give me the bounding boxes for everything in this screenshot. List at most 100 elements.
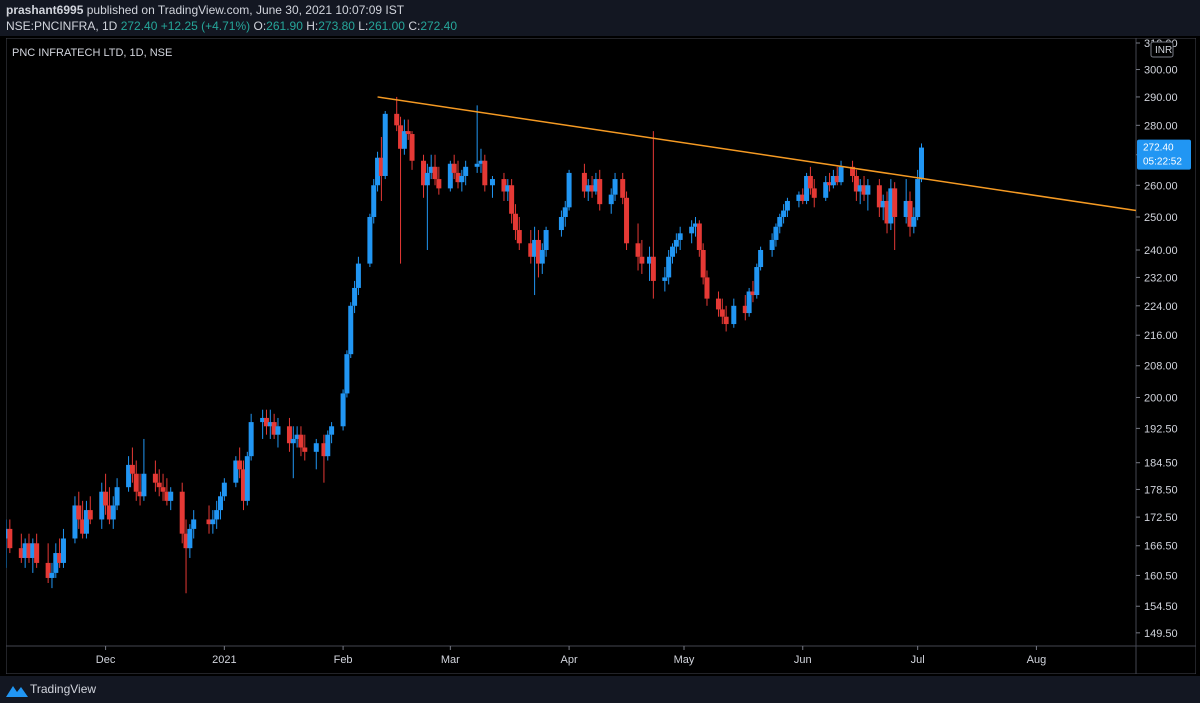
- candle-body: [758, 250, 764, 268]
- candle-body: [918, 147, 924, 180]
- candle-body: [624, 197, 630, 244]
- candle-body: [179, 491, 185, 534]
- candle-body: [210, 519, 216, 525]
- candle-body: [777, 216, 783, 227]
- candle-body: [689, 226, 695, 234]
- candle-body: [352, 287, 358, 306]
- candle-body: [620, 179, 626, 198]
- candle-body: [233, 460, 239, 483]
- candle-body: [60, 538, 66, 563]
- time-axis[interactable]: Dec 2021 Feb Mar Apr May Jun Jul Aug: [96, 646, 1046, 666]
- candle-body: [677, 233, 683, 240]
- candle-body: [160, 487, 166, 492]
- candle-body: [459, 175, 465, 183]
- candle-body: [313, 443, 319, 452]
- candle-body: [129, 464, 135, 474]
- candlestick-chart[interactable]: PNC INFRATECH LTD, 1D, NSE 149.50 154.50 1…: [3, 37, 1197, 675]
- last-price-label: 272.40: [1143, 143, 1174, 154]
- candle-body: [7, 528, 13, 549]
- candle-body: [581, 172, 587, 192]
- candle-body: [375, 157, 381, 186]
- y-tick-label: 280.00: [1144, 120, 1178, 132]
- candle-body: [853, 175, 859, 192]
- candle-body: [501, 179, 507, 192]
- candle-body: [22, 543, 28, 558]
- candle-body: [156, 482, 162, 488]
- candle-body: [244, 456, 250, 501]
- candle-body: [670, 246, 676, 257]
- last-price: 272.40: [120, 19, 158, 33]
- candle-body: [401, 131, 407, 149]
- candle-body: [715, 298, 721, 310]
- candle-body: [267, 422, 273, 427]
- y-tick-label: 149.50: [1144, 628, 1178, 640]
- candle-body: [221, 482, 227, 497]
- candle-body: [382, 113, 388, 176]
- candle-body: [187, 528, 193, 549]
- author-name[interactable]: prashant6995: [6, 3, 84, 17]
- candle-body: [30, 543, 36, 558]
- x-tick-label: Jul: [911, 654, 925, 666]
- candle-body: [275, 426, 281, 435]
- candle-body: [18, 548, 24, 558]
- open-value: 261.90: [266, 19, 303, 33]
- candle-body: [114, 487, 120, 506]
- candle-body: [865, 185, 871, 195]
- candle-body: [428, 166, 434, 173]
- x-tick-label: Aug: [1027, 654, 1047, 666]
- y-tick-label: 250.00: [1144, 212, 1178, 224]
- candle-body: [796, 194, 802, 201]
- candle-body: [742, 305, 748, 314]
- candle-body: [164, 491, 170, 501]
- y-tick-label: 290.00: [1144, 92, 1178, 104]
- trendline[interactable]: [377, 96, 1137, 212]
- candle-body: [106, 505, 112, 520]
- candle-body: [773, 226, 779, 240]
- candle-body: [532, 239, 538, 257]
- candle-body: [746, 291, 752, 314]
- candle-body: [512, 213, 518, 231]
- candle-body: [673, 239, 679, 247]
- candle-body: [103, 491, 109, 506]
- x-tick-label: Mar: [441, 654, 460, 666]
- candle-body: [505, 185, 511, 192]
- candle-body: [639, 256, 645, 264]
- candle-body: [367, 216, 373, 264]
- candle-body: [827, 182, 833, 186]
- candle-body: [45, 562, 51, 578]
- candle-body: [850, 166, 856, 176]
- y-tick-label: 154.50: [1144, 601, 1178, 613]
- candle-body: [509, 185, 515, 214]
- y-tick-label: 172.50: [1144, 512, 1178, 524]
- candle-body: [635, 243, 641, 257]
- y-tick-label: 166.50: [1144, 541, 1178, 553]
- candle-body: [409, 134, 415, 161]
- candle-body: [34, 543, 40, 563]
- last-price-tag: 272.40 05:22:52: [1137, 139, 1191, 170]
- candle-body: [528, 243, 534, 257]
- chart-area[interactable]: PNC INFRATECH LTD, 1D, NSE 149.50 154.50 1…: [3, 37, 1197, 675]
- candle-body: [271, 422, 277, 435]
- candle-body: [26, 543, 32, 558]
- candle-body: [137, 491, 143, 497]
- candle-body: [451, 163, 457, 173]
- y-tick-label: 208.00: [1144, 361, 1178, 373]
- candle-body: [463, 166, 469, 176]
- candle-body: [696, 223, 702, 251]
- candle-body: [888, 188, 894, 224]
- candle-body: [80, 519, 86, 534]
- tradingview-logo-icon[interactable]: [6, 683, 28, 697]
- candle-body: [260, 417, 266, 423]
- candle-body: [784, 200, 790, 211]
- candle-body: [218, 496, 224, 511]
- y-tick-label: 224.00: [1144, 301, 1178, 313]
- brand-name: TradingView: [30, 682, 97, 696]
- candle-body: [478, 160, 484, 164]
- candle-body: [152, 473, 158, 483]
- candle-body: [248, 422, 254, 457]
- candle-body: [474, 163, 480, 167]
- candle-body: [424, 172, 430, 186]
- candle-body: [800, 194, 806, 201]
- high-label: H:: [306, 19, 319, 33]
- published-text: published on TradingView.com, June 30, 2…: [86, 3, 405, 17]
